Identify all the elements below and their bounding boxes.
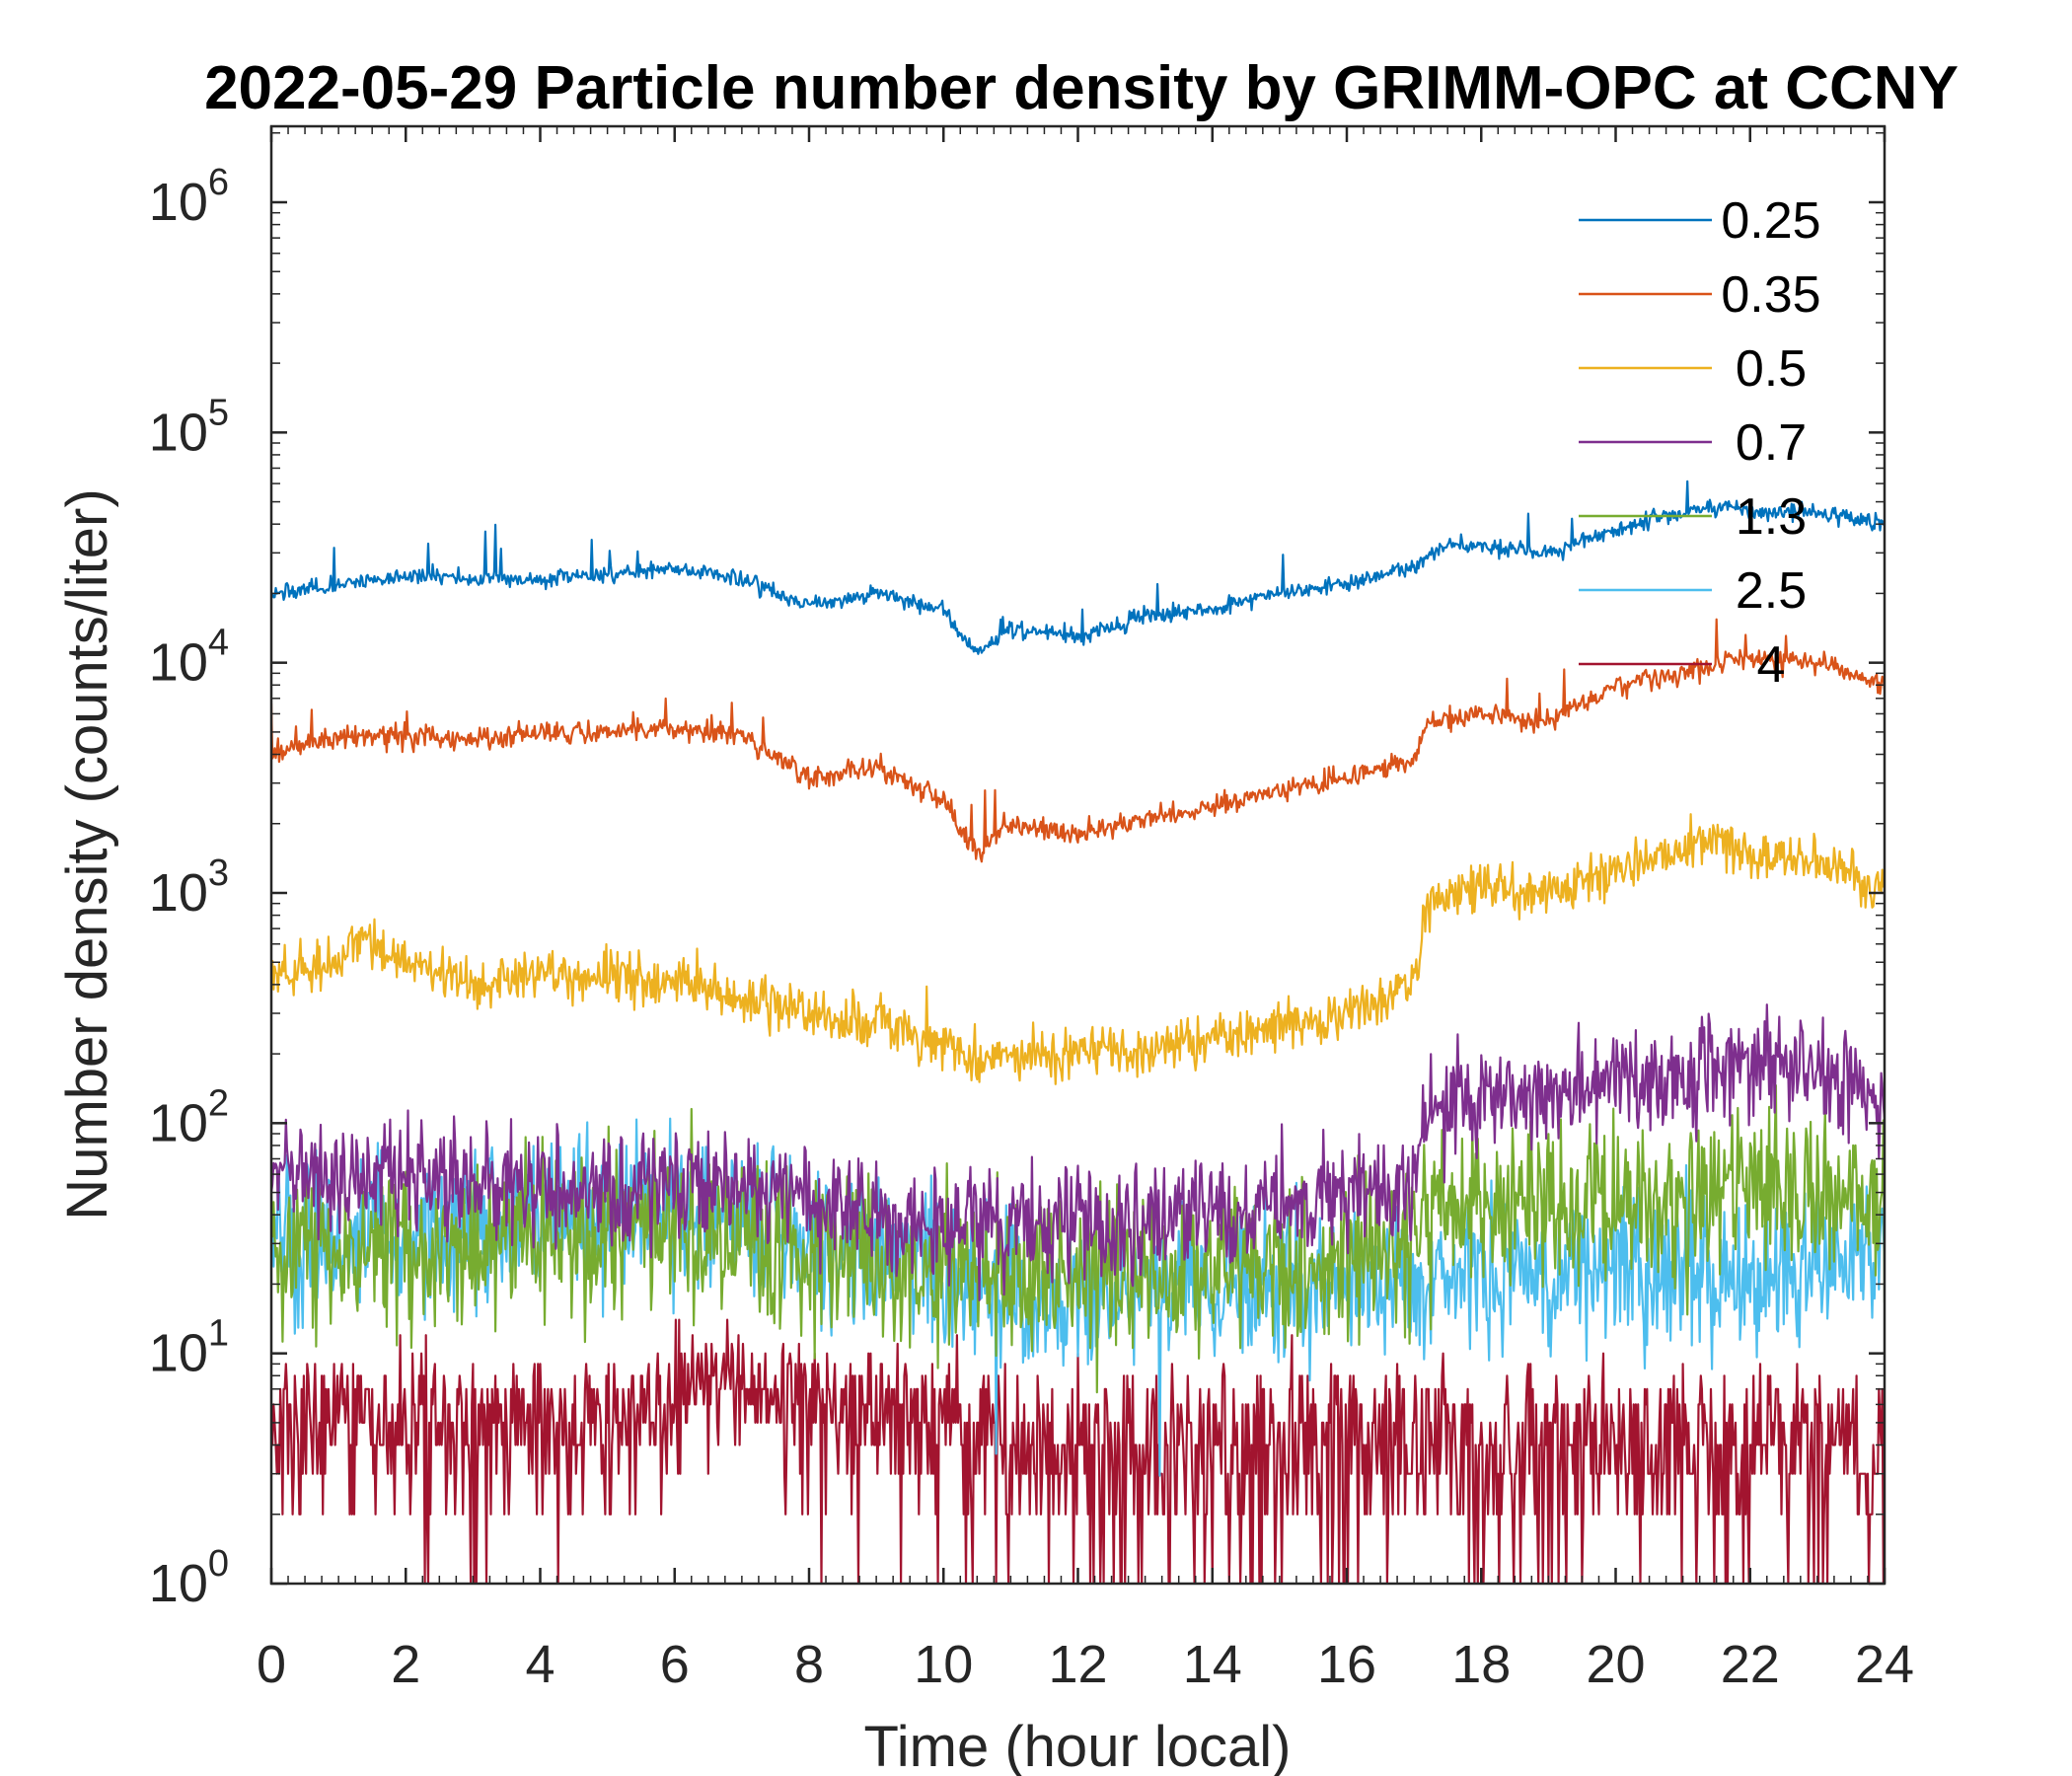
legend-label-1-3: 1.3 bbox=[1736, 488, 1807, 546]
y-tick-label-exponent: 2 bbox=[208, 1082, 229, 1124]
legend-label-0-35: 0.35 bbox=[1721, 266, 1820, 324]
y-axis-label: Number density (counts/liter) bbox=[55, 488, 119, 1220]
y-tick-label: 103 bbox=[149, 852, 229, 923]
minor-ticks bbox=[271, 126, 1885, 1584]
y-tick-label: 105 bbox=[149, 392, 229, 462]
x-tick-label: 2 bbox=[391, 1635, 420, 1694]
series-line-0-25 bbox=[271, 480, 1885, 655]
y-tick-label: 104 bbox=[149, 623, 229, 693]
y-tick-label-base: 10 bbox=[149, 633, 208, 693]
y-tick-label-base: 10 bbox=[149, 1093, 208, 1152]
legend-label-2-5: 2.5 bbox=[1736, 562, 1807, 620]
y-tick-label-exponent: 6 bbox=[208, 162, 229, 203]
y-tick-label-exponent: 1 bbox=[208, 1313, 229, 1355]
chart-title: 2022-05-29 Particle number density by GR… bbox=[204, 54, 1959, 122]
y-tick-label-base: 10 bbox=[149, 403, 208, 462]
y-tick-label-base: 10 bbox=[149, 863, 208, 923]
legend: 0.25 0.35 0.5 0.7 1.3 2.5 4 bbox=[1579, 192, 1821, 694]
series-line-0-7 bbox=[271, 1003, 1885, 1301]
y-tick-label: 106 bbox=[149, 162, 229, 232]
series-line-0-35 bbox=[271, 618, 1885, 863]
y-tick-label-base: 10 bbox=[149, 173, 208, 232]
x-tick-label: 10 bbox=[914, 1635, 973, 1694]
x-tick-label: 22 bbox=[1721, 1635, 1780, 1694]
x-tick-label: 14 bbox=[1183, 1635, 1242, 1694]
x-axis-label: Time (hour local) bbox=[864, 1715, 1292, 1776]
series-layer bbox=[271, 480, 1885, 1584]
legend-label-0-5: 0.5 bbox=[1736, 340, 1807, 398]
legend-label-0-7: 0.7 bbox=[1736, 414, 1807, 472]
y-tick-label-base: 10 bbox=[149, 1554, 208, 1613]
y-tick-label-base: 10 bbox=[149, 1324, 208, 1383]
plot-area bbox=[269, 124, 1887, 1586]
x-tick-labels: 0 2 4 6 8 10 12 14 16 18 20 22 24 bbox=[257, 1635, 1914, 1694]
x-tick-label: 0 bbox=[257, 1635, 286, 1694]
legend-label-0-25: 0.25 bbox=[1721, 192, 1820, 250]
x-tick-label: 24 bbox=[1855, 1635, 1914, 1694]
y-tick-label: 102 bbox=[149, 1082, 229, 1152]
y-tick-label: 101 bbox=[149, 1313, 229, 1383]
x-tick-label: 12 bbox=[1048, 1635, 1107, 1694]
x-tick-label: 16 bbox=[1317, 1635, 1376, 1694]
y-tick-label-exponent: 5 bbox=[208, 392, 229, 433]
x-tick-label: 6 bbox=[660, 1635, 690, 1694]
x-tick-label: 18 bbox=[1451, 1635, 1511, 1694]
y-tick-label-exponent: 4 bbox=[208, 623, 229, 664]
series-line-1-3 bbox=[271, 1084, 1885, 1394]
legend-label-4: 4 bbox=[1757, 636, 1786, 694]
series-line-0-5 bbox=[271, 813, 1885, 1085]
x-tick-label: 4 bbox=[525, 1635, 555, 1694]
x-tick-label: 8 bbox=[794, 1635, 824, 1694]
x-tick-label: 20 bbox=[1586, 1635, 1645, 1694]
y-tick-label-exponent: 3 bbox=[208, 852, 229, 894]
y-tick-label-exponent: 0 bbox=[208, 1543, 229, 1585]
axes-box bbox=[269, 124, 1887, 1586]
y-tick-label: 100 bbox=[149, 1543, 229, 1613]
